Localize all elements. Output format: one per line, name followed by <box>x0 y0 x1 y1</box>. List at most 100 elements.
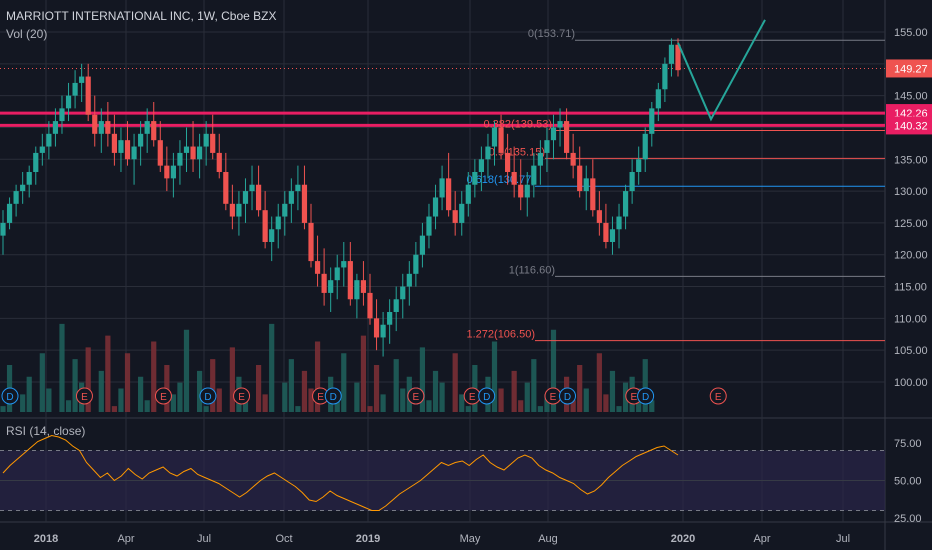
price-tick-label: 145.00 <box>894 91 928 103</box>
volume-bar <box>596 353 602 412</box>
candle-body <box>531 165 537 185</box>
time-tick-label: Aug <box>538 533 558 545</box>
volume-bar <box>524 382 530 412</box>
candle-body <box>668 44 675 64</box>
volume-bar <box>537 406 543 412</box>
candle-body <box>92 114 98 134</box>
candle-body <box>183 146 190 153</box>
volume-bar <box>170 394 176 412</box>
price-tick-label: 125.00 <box>894 218 928 230</box>
volume-bar <box>616 406 622 412</box>
volume-bar <box>262 394 268 412</box>
candle-body <box>544 140 550 153</box>
fibonacci-level-label: 1.272(106.50) <box>467 329 536 341</box>
candle-body <box>262 210 268 242</box>
event-marker-label: D <box>204 392 211 403</box>
volume-bar <box>400 388 406 412</box>
candle-body <box>491 127 498 147</box>
candle-body <box>105 121 111 134</box>
price-tick-label: 115.00 <box>894 282 927 294</box>
price-badge <box>886 116 932 135</box>
rsi-line <box>2 434 679 511</box>
candle-body <box>33 152 39 172</box>
candle-body <box>609 229 616 242</box>
event-marker <box>233 387 251 405</box>
time-tick-label: Apr <box>117 533 134 545</box>
candle-body <box>498 127 504 153</box>
price-tick-label: 155.00 <box>894 27 928 39</box>
volume-indicator-label: Vol (20) <box>6 27 48 41</box>
candle-body <box>426 216 432 236</box>
volume-bar <box>177 382 183 412</box>
candle-body <box>636 159 642 172</box>
volume-bar <box>59 323 65 412</box>
volume-bar <box>380 394 386 412</box>
candle-body <box>72 82 78 96</box>
volume-bar <box>26 376 32 412</box>
volume-bar <box>314 341 321 412</box>
volume-bar <box>46 388 52 412</box>
event-marker-label: E <box>413 392 420 403</box>
event-marker-label: E <box>469 392 476 403</box>
candle-body <box>39 146 45 153</box>
volume-bar <box>229 347 235 412</box>
candle-body <box>46 133 52 147</box>
candle-body <box>347 261 353 300</box>
fibonacci-level-label: 0.5(135.15) <box>489 146 545 158</box>
candle-body <box>334 267 340 281</box>
volume-bar <box>183 329 190 412</box>
volume-bar <box>20 394 26 412</box>
volume-bar <box>288 359 294 412</box>
candle-body <box>275 216 281 230</box>
event-marker-label: D <box>642 392 649 403</box>
price-tick-label: 135.00 <box>894 154 928 166</box>
candle-body <box>596 210 602 223</box>
candle-body <box>478 159 484 172</box>
volume-bar <box>203 406 209 412</box>
candle-body <box>603 222 609 242</box>
candle-body <box>79 76 85 83</box>
event-marker-label: E <box>81 392 88 403</box>
event-marker-label: E <box>550 392 557 403</box>
price-tick-label: 120.00 <box>894 250 928 262</box>
candle-body <box>629 172 635 192</box>
fibonacci-level-label: 0.618(130.77) <box>467 174 536 186</box>
volume-bar <box>144 400 150 412</box>
volume-bar <box>419 347 426 412</box>
price-tick-label: 105.00 <box>894 345 928 357</box>
event-marker-label: D <box>6 392 13 403</box>
event-marker-label: E <box>715 392 722 403</box>
event-marker-label: E <box>238 392 245 403</box>
time-tick-label: 2020 <box>671 533 695 545</box>
volume-bar <box>301 370 308 412</box>
event-marker <box>709 387 727 405</box>
candle-body <box>131 146 137 160</box>
volume-bar <box>210 359 216 412</box>
candle-body <box>616 216 622 230</box>
volume-bar <box>242 400 249 412</box>
event-marker <box>637 387 655 405</box>
candle-body <box>622 191 629 217</box>
candle-body <box>465 184 471 204</box>
candle-body <box>518 184 524 198</box>
candle-body <box>255 184 262 211</box>
volume-bar <box>72 359 78 412</box>
volume-bar <box>393 359 399 412</box>
price-badge <box>886 59 932 78</box>
candle-body <box>590 178 596 211</box>
time-tick-label: May <box>460 533 481 545</box>
candle-body <box>203 133 209 147</box>
volume-bar <box>432 370 439 412</box>
candle-body <box>197 146 203 160</box>
volume-bar <box>426 400 432 412</box>
event-marker <box>1 387 19 405</box>
event-marker-label: E <box>630 392 637 403</box>
rsi-indicator-label: RSI (14, close) <box>6 424 86 438</box>
volume-bar <box>39 353 45 412</box>
volume-bar <box>308 388 314 412</box>
volume-bar <box>151 341 157 412</box>
candle-body <box>485 146 491 160</box>
candle-body <box>459 203 465 223</box>
volume-bar <box>360 335 367 412</box>
